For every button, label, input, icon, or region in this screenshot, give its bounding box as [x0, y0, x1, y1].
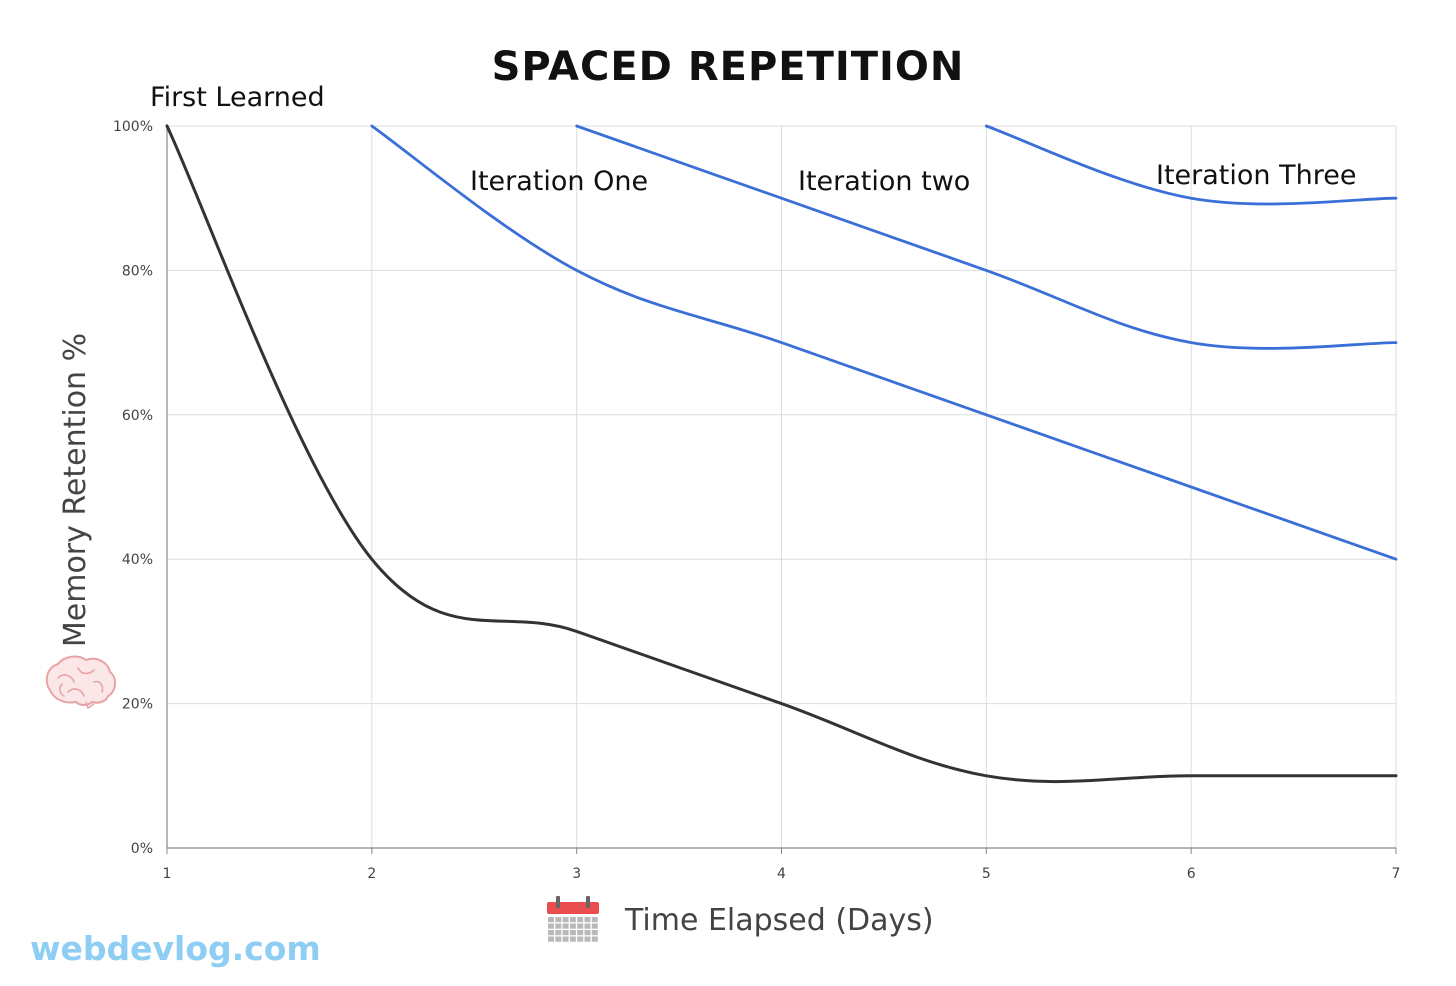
x-axis-label: Time Elapsed (Days) [624, 903, 934, 938]
series-label-iteration-one: Iteration One [470, 166, 648, 197]
x-tick-label: 5 [982, 866, 991, 882]
x-tick-label: 2 [367, 866, 376, 882]
x-tick-label: 4 [777, 866, 786, 882]
brain-icon [45, 655, 116, 710]
y-tick-label: 40% [122, 552, 153, 568]
y-tick-label: 0% [131, 841, 153, 857]
x-tick-label: 1 [163, 866, 172, 882]
calendar-icon [547, 896, 599, 942]
grid [167, 125, 1397, 848]
series-line-2 [370, 124, 1398, 561]
x-tick-label: 6 [1187, 866, 1196, 882]
series-label-iteration-two: Iteration two [798, 166, 970, 197]
series-lines [165, 124, 1398, 784]
y-tick-label: 20% [122, 697, 153, 713]
y-tick-label: 80% [122, 263, 153, 279]
chart-title: SPACED REPETITION [492, 44, 965, 90]
x-tick-label: 3 [572, 866, 581, 882]
series-line-4 [984, 124, 1398, 206]
series-label-first-learned: First Learned [150, 82, 325, 113]
watermark: webdevlog.com [30, 929, 321, 968]
series-line-1 [165, 124, 1398, 784]
y-tick-label: 60% [122, 408, 153, 424]
x-tick-label: 7 [1392, 866, 1401, 882]
series-label-iteration-three: Iteration Three [1156, 160, 1356, 191]
y-axis-label: Memory Retention % [58, 333, 93, 647]
tick-labels: 0% 20% 40% 60% 80% 100% 1 2 3 4 5 6 7 [113, 119, 1400, 882]
axes [166, 124, 1397, 854]
y-tick-label: 100% [113, 119, 153, 135]
series-line-3 [575, 124, 1398, 350]
